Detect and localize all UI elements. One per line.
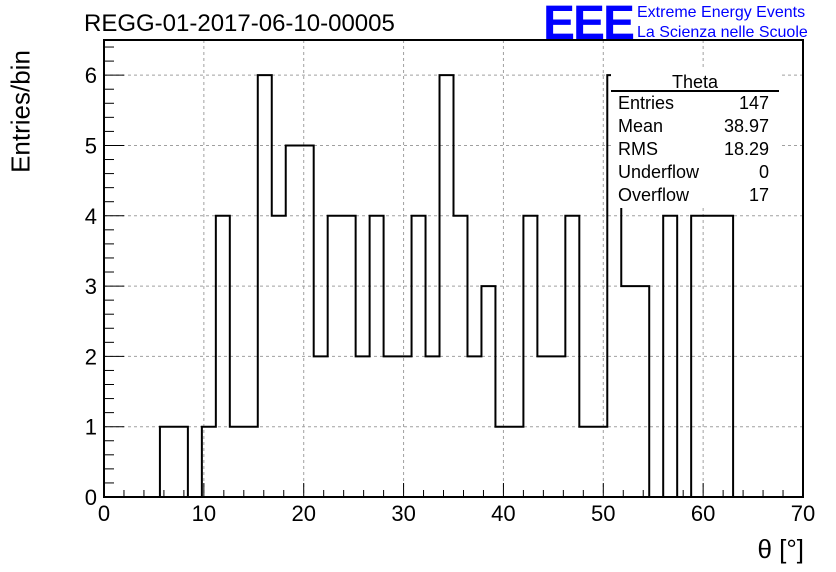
- stat-value: 0: [758, 162, 769, 182]
- stat-key: Underflow: [618, 162, 700, 182]
- y-axis-label-wrap: Entries/bin: [6, 0, 36, 572]
- stat-row-overflow: Overflow 17: [618, 185, 769, 207]
- stats-box: Theta Entries 147 Mean 38.97 RMS 18.29 U…: [611, 70, 779, 208]
- stat-value: 147: [738, 93, 769, 113]
- stats-divider: [611, 90, 779, 92]
- histogram-bars: [104, 74, 803, 498]
- eee-logo: EEE Extreme Energy Events La Scienza nel…: [543, 0, 833, 50]
- y-tick-label: 4: [85, 204, 97, 229]
- y-tick-label: 5: [85, 133, 97, 158]
- plot-frame: [103, 39, 804, 498]
- stat-key: Overflow: [618, 185, 690, 205]
- brand-line-2: La Scienza nelle Scuole: [637, 24, 808, 41]
- stat-key: Entries: [618, 93, 675, 113]
- eee-logo-text: EEE: [543, 0, 635, 50]
- x-tick-label: 70: [791, 501, 815, 526]
- stat-value: 38.97: [723, 116, 769, 136]
- x-tick-label: 10: [192, 501, 216, 526]
- y-tick-label: 3: [85, 274, 97, 299]
- x-tick-label: 50: [591, 501, 615, 526]
- stats-title: Theta: [671, 72, 719, 92]
- stat-row-mean: Mean 38.97: [618, 116, 769, 138]
- y-tick-label: 0: [85, 485, 97, 510]
- stat-row-underflow: Underflow 0: [618, 162, 769, 184]
- y-tick-label: 1: [85, 415, 97, 440]
- chart-title: REGG-01-2017-06-10-00005: [84, 10, 395, 37]
- stat-row-rms: RMS 18.29: [618, 139, 769, 161]
- axis-ticks: [103, 46, 804, 498]
- stat-key: RMS: [618, 139, 658, 159]
- y-tick-label: 2: [85, 344, 97, 369]
- y-axis-label: Entries/bin: [5, 50, 36, 173]
- x-tick-label: 20: [291, 501, 315, 526]
- tick-labels: 0 10 20 30 40 50 60 70 0 1 2 3 4 5 6: [85, 63, 815, 526]
- stat-value: 18.29: [723, 139, 769, 159]
- stat-key: Mean: [618, 116, 664, 136]
- brand-line-1: Extreme Energy Events: [637, 4, 806, 21]
- y-tick-label: 6: [85, 63, 97, 88]
- stat-value: 17: [748, 185, 769, 205]
- x-axis-label: θ [°]: [757, 534, 804, 564]
- x-tick-label: 0: [98, 501, 110, 526]
- stat-row-entries: Entries 147: [618, 93, 769, 115]
- x-tick-label: 40: [491, 501, 515, 526]
- x-tick-label: 60: [691, 501, 715, 526]
- histogram-outline: [104, 74, 803, 498]
- x-tick-label: 30: [391, 501, 415, 526]
